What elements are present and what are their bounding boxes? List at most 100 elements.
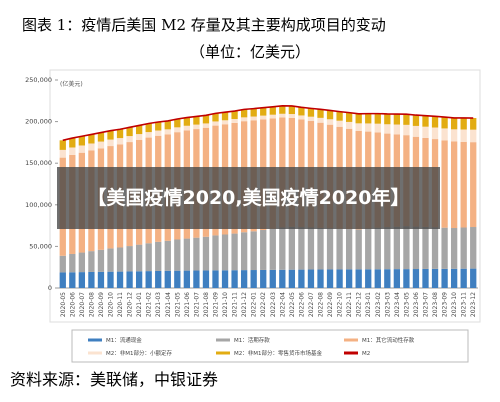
bar-segment [202,123,210,128]
y-tick-label: 50,000 [29,242,52,250]
bar-segment [450,129,458,142]
bar-segment [470,142,477,228]
bar-segment [393,124,401,135]
bar-segment [365,123,372,132]
bar-segment [307,269,315,288]
bar-segment [78,252,86,273]
bar-segment [384,124,391,134]
m2-line [62,104,474,142]
x-tick-label: 2020-12 [127,292,134,317]
x-tick-label: 2022-02 [260,292,267,317]
bar-segment [422,126,429,138]
bar-segment [307,108,315,117]
bar-segment [135,125,143,135]
x-tick-label: 2022-08 [318,292,325,317]
bar-segment [279,105,286,114]
bar-segment [164,240,171,271]
y-tick-label: 150,000 [25,159,52,167]
bar-segment [78,136,86,146]
bar-segment [345,229,353,270]
bar-segment [145,123,152,133]
bar-segment [450,141,458,229]
bar-segment [374,269,381,288]
legend-label: M2 [362,351,370,357]
subtitle: （单位：亿美元） [190,43,310,61]
x-tick-label: 2022-12 [356,292,363,317]
x-tick-label: 2023-05 [403,292,410,317]
x-tick-label: 2023-01 [365,292,372,317]
bar-segment [69,147,76,155]
bar-segment [317,269,324,288]
y-tick-label: 250,000 [25,76,52,84]
bar-segment [88,271,95,288]
x-tick-label: 2021-07 [193,292,200,317]
legend-label: M2：非M1部分：小额定存 [106,349,172,357]
bar-segment [126,246,133,272]
bar-segment [393,269,401,288]
bar-segment [135,134,143,140]
bar-segment [460,117,467,130]
bar-segment [384,113,391,125]
bar-segment [374,123,381,133]
bar-segment [384,227,391,270]
x-tick-label: 2021-12 [241,292,248,317]
bar-segment [193,124,200,130]
bar-segment [193,270,200,288]
bar-segment [288,269,296,288]
bar-segment [269,114,276,119]
bar-segment [183,238,191,271]
bar-segment [470,227,477,269]
x-tick-label: 2022-10 [337,292,344,317]
bar-segment [88,143,95,151]
bar-segment [450,228,458,269]
bar-segment [326,110,334,120]
bar-segment [155,122,162,131]
bar-segment [441,227,448,269]
x-tick-label: 2020-06 [69,292,76,317]
x-tick-label: 2021-05 [174,292,181,317]
bar-segment [193,237,200,271]
y-tick-label: 0 [48,284,52,292]
y-tick-label: 200,000 [25,118,52,126]
x-tick-label: 2021-09 [213,292,220,317]
bar-segment [412,269,420,288]
bar-segment [355,229,362,270]
bar-segment [441,128,448,141]
x-tick-label: 2023-11 [461,292,468,317]
y-unit: (亿美元) [60,80,83,88]
x-tick-label: 2021-03 [155,292,162,317]
bar-segment [97,271,105,288]
bar-segment [365,113,372,124]
bar-segment [269,269,276,288]
bar-segment [470,268,477,288]
bar-segment [260,230,267,270]
bar-segment [317,109,324,118]
bar-segment [183,117,191,126]
x-tick-label: 2022-03 [270,292,277,317]
bar-segment [69,272,76,288]
x-tick-label: 2020-05 [60,292,67,317]
x-tick-label: 2020-11 [117,292,124,317]
bar-segment [336,228,343,270]
bar-segment [279,269,286,288]
bar-segment [422,268,429,288]
bar-segment [202,115,210,124]
bar-segment [240,270,248,288]
bar-segment [403,269,410,288]
bar-segment [231,270,238,288]
bar-segment [269,228,276,270]
bar-segment [183,125,191,131]
bar-segment [441,117,448,129]
bar-segment [69,138,76,148]
bar-segment [298,115,305,120]
bar-segment [97,141,105,149]
bar-segment [250,270,257,288]
bar-segment [155,241,162,271]
x-tick-label: 2022-05 [289,292,296,317]
bar-segment [345,121,353,129]
bar-segment [174,127,181,133]
bar-segment [221,120,229,125]
bar-segment [307,116,315,122]
overlay-text: 【美国疫情2020,美国疫情2020年】 [87,187,410,209]
